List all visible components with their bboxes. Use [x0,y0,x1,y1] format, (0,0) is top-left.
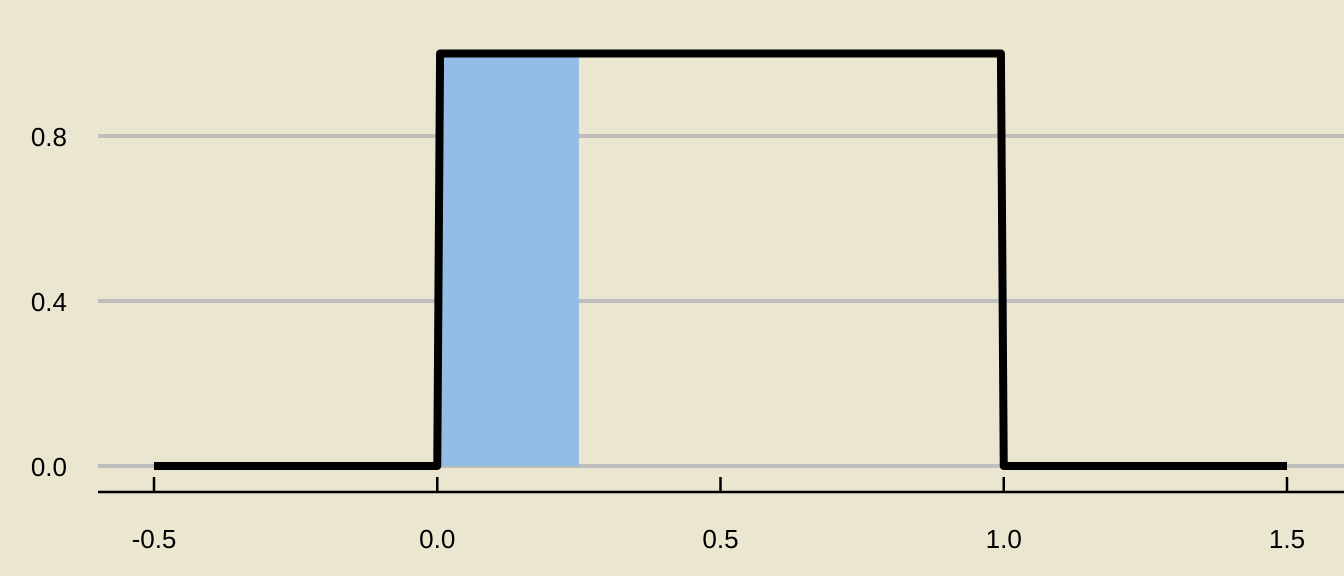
x-tick-label-1.5: 1.5 [1269,524,1305,554]
x-tick-label-0.5: 0.5 [702,524,738,554]
x-tick-label-0.0: 0.0 [419,524,455,554]
shaded-probability-region [437,53,579,466]
x-tick-label--0.5: -0.5 [132,524,177,554]
y-axis-ticks: 0.0 0.4 0.8 [31,122,67,482]
y-tick-label-0.8: 0.8 [31,122,67,152]
y-tick-label-0.4: 0.4 [31,287,67,317]
density-line-series-0 [154,49,1287,470]
y-tick-label-0.0: 0.0 [31,452,67,482]
x-tick-label-1.0: 1.0 [986,524,1022,554]
x-axis-ticks: -0.5 0.0 0.5 1.0 1.5 [132,477,1305,554]
